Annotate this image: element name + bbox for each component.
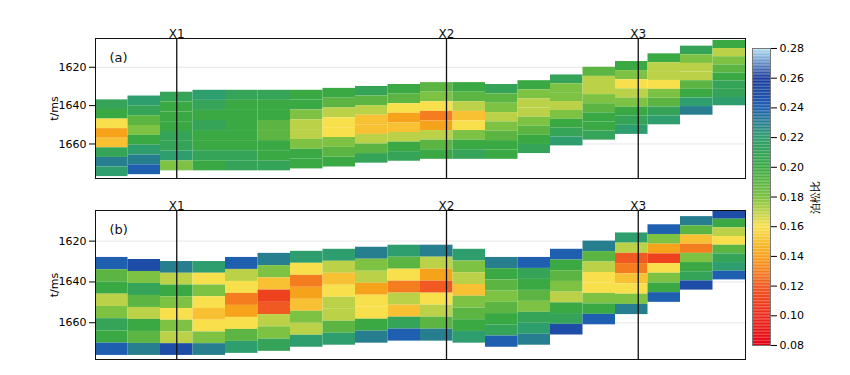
svg-text:t/ms: t/ms	[48, 96, 61, 121]
svg-text:0.26: 0.26	[780, 72, 805, 85]
svg-text:1640: 1640	[59, 99, 87, 112]
svg-text:0.22: 0.22	[780, 131, 805, 144]
svg-text:X1: X1	[168, 27, 185, 41]
svg-text:0.24: 0.24	[780, 101, 805, 114]
svg-text:0.18: 0.18	[780, 191, 805, 204]
svg-text:X1: X1	[168, 199, 185, 213]
svg-text:0.08: 0.08	[780, 339, 805, 352]
svg-text:X3: X3	[630, 27, 647, 41]
svg-text:0.10: 0.10	[780, 309, 805, 322]
svg-text:(a): (a)	[110, 50, 128, 65]
svg-text:0.28: 0.28	[780, 42, 805, 55]
svg-text:1620: 1620	[59, 61, 87, 74]
svg-text:1640: 1640	[59, 275, 87, 288]
svg-text:0.14: 0.14	[780, 250, 805, 263]
svg-text:0.16: 0.16	[780, 220, 805, 233]
svg-text:0.20: 0.20	[780, 161, 805, 174]
svg-text:1620: 1620	[59, 235, 87, 248]
svg-text:(b): (b)	[110, 222, 128, 237]
svg-text:X2: X2	[438, 199, 455, 213]
svg-text:t/ms: t/ms	[48, 273, 61, 298]
svg-text:X3: X3	[630, 199, 647, 213]
svg-text:X2: X2	[438, 27, 455, 41]
svg-text:1660: 1660	[59, 316, 87, 329]
svg-text:泊松比: 泊松比	[809, 181, 822, 214]
svg-text:0.12: 0.12	[780, 280, 805, 293]
svg-text:1660: 1660	[59, 137, 87, 150]
